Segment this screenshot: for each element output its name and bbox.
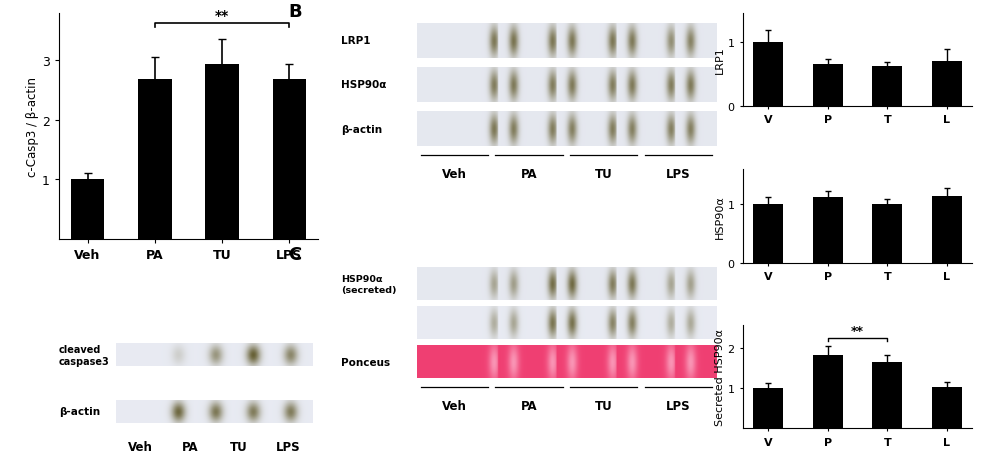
Text: cleaved
caspase3: cleaved caspase3 <box>59 344 110 366</box>
Bar <box>753 388 784 428</box>
Text: β-actin: β-actin <box>341 124 382 134</box>
Bar <box>273 80 306 239</box>
Bar <box>753 42 784 107</box>
Text: TU: TU <box>595 167 613 180</box>
Bar <box>813 198 843 263</box>
Text: C: C <box>288 245 301 263</box>
Bar <box>205 65 239 239</box>
Y-axis label: c-Casp3 / β-actin: c-Casp3 / β-actin <box>27 77 39 176</box>
Y-axis label: HSP90α: HSP90α <box>715 194 725 238</box>
Text: **: ** <box>215 9 229 23</box>
Text: LPS: LPS <box>667 399 691 412</box>
Bar <box>932 62 961 107</box>
Text: Veh: Veh <box>128 440 153 451</box>
Bar <box>872 362 902 428</box>
Bar <box>872 67 902 107</box>
Bar <box>813 65 843 107</box>
Bar <box>932 387 961 428</box>
Y-axis label: LRP1: LRP1 <box>715 46 725 74</box>
Bar <box>813 355 843 428</box>
Text: B: B <box>288 3 301 21</box>
Text: LPS: LPS <box>667 167 691 180</box>
Bar <box>71 180 104 239</box>
Text: TU: TU <box>595 399 613 412</box>
Bar <box>872 205 902 263</box>
Text: TU: TU <box>230 440 247 451</box>
Text: **: ** <box>851 324 864 337</box>
Bar <box>932 197 961 263</box>
Text: HSP90α
(secreted): HSP90α (secreted) <box>341 275 397 294</box>
Bar <box>753 205 784 263</box>
Bar <box>138 80 172 239</box>
Text: PA: PA <box>182 440 198 451</box>
Y-axis label: Secreted HSP90α: Secreted HSP90α <box>715 329 725 425</box>
Text: LPS: LPS <box>276 440 300 451</box>
Text: HSP90α: HSP90α <box>341 80 387 90</box>
Text: Ponceus: Ponceus <box>341 357 390 367</box>
Text: LRP1: LRP1 <box>341 36 370 46</box>
Text: PA: PA <box>520 167 537 180</box>
Text: β-actin: β-actin <box>59 406 100 417</box>
Text: Veh: Veh <box>442 167 466 180</box>
Text: PA: PA <box>520 399 537 412</box>
Text: Veh: Veh <box>442 399 466 412</box>
